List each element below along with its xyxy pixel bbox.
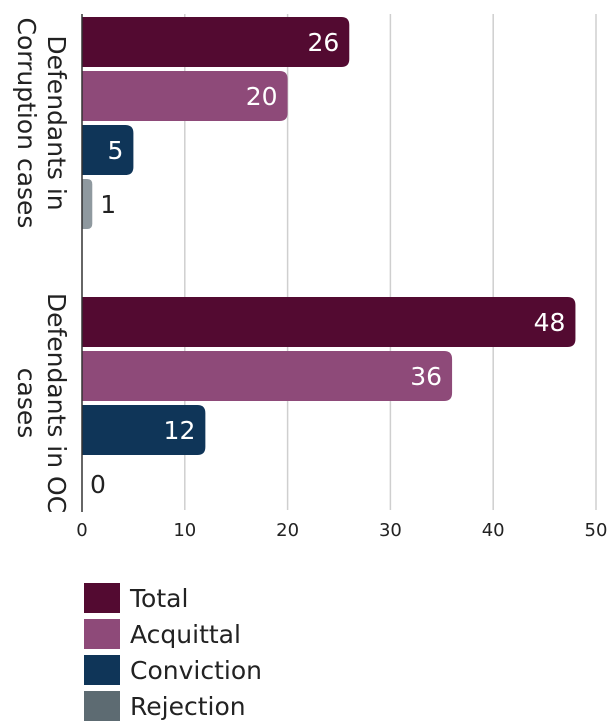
x-tick-label: 20 xyxy=(276,520,299,541)
category-label-line: Defendants in OC xyxy=(42,293,71,513)
data-label: 48 xyxy=(534,308,566,337)
legend-label: Total xyxy=(130,583,189,613)
legend-swatch xyxy=(84,583,120,613)
category-label-line: Defendants in xyxy=(42,35,71,210)
bar xyxy=(82,125,134,175)
data-label: 5 xyxy=(107,136,123,165)
legend-label: Conviction xyxy=(130,655,262,685)
x-tick-label: 50 xyxy=(585,520,608,541)
legend-swatch xyxy=(84,619,120,649)
legend-swatch xyxy=(84,655,120,685)
data-labels: 26 20 5 1 48 36 12 0 xyxy=(90,28,565,499)
bars xyxy=(82,17,576,455)
category-label-line: cases xyxy=(12,368,41,439)
category-label-line: Corruption cases xyxy=(12,18,41,229)
bar xyxy=(82,179,93,229)
legend-item: Total xyxy=(84,580,262,616)
legend-label: Rejection xyxy=(130,691,246,721)
data-label: 0 xyxy=(90,470,106,499)
data-label: 20 xyxy=(246,82,278,111)
bar xyxy=(82,405,206,455)
legend-item: Rejection xyxy=(84,688,262,724)
legend-swatch xyxy=(84,691,120,721)
legend-label: Acquittal xyxy=(130,619,241,649)
x-tick-label: 10 xyxy=(173,520,196,541)
bar xyxy=(82,297,576,347)
legend-item: Acquittal xyxy=(84,616,262,652)
bar xyxy=(82,17,350,67)
data-label: 1 xyxy=(100,190,116,219)
data-label: 12 xyxy=(164,416,196,445)
x-tick-label: 40 xyxy=(482,520,505,541)
data-label: 36 xyxy=(410,362,442,391)
x-tick-label: 30 xyxy=(379,520,402,541)
x-axis: 0 10 20 30 40 50 xyxy=(76,14,607,541)
bar-chart: 26 20 5 1 48 36 12 0 0 10 20 30 40 50 Defendants inC… xyxy=(12,14,607,541)
bar xyxy=(82,351,453,401)
legend-item: Conviction xyxy=(84,652,262,688)
bar xyxy=(82,71,288,121)
legend: Total Acquittal Conviction Rejection xyxy=(84,580,262,724)
x-tick-label: 0 xyxy=(76,520,87,541)
data-label: 26 xyxy=(307,28,339,57)
